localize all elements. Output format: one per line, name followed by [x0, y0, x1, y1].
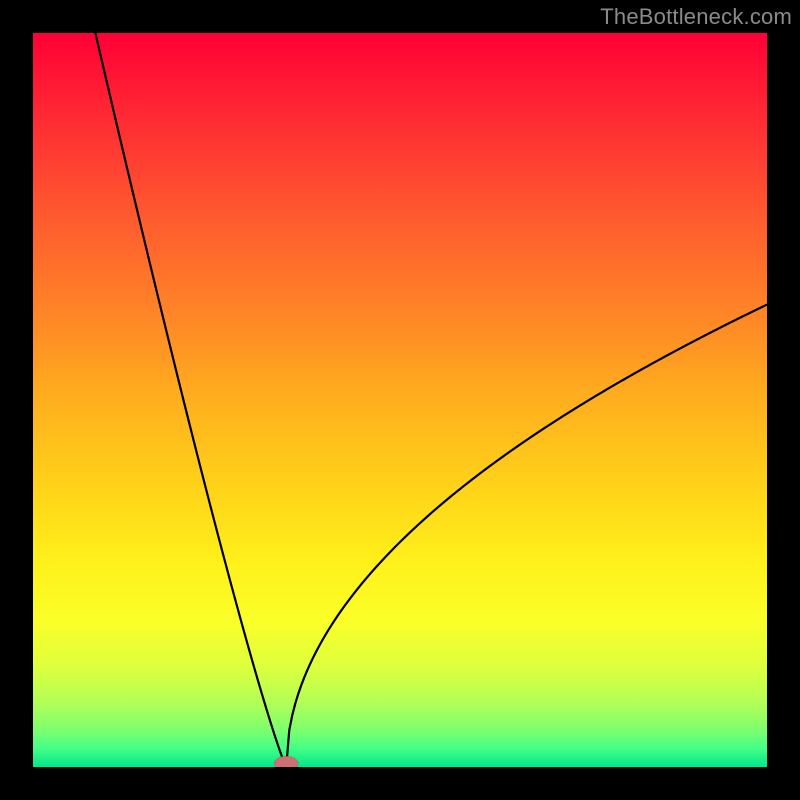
chart-gradient-background — [33, 33, 767, 767]
bottleneck-chart — [0, 0, 800, 800]
chart-container: TheBottleneck.com — [0, 0, 800, 800]
